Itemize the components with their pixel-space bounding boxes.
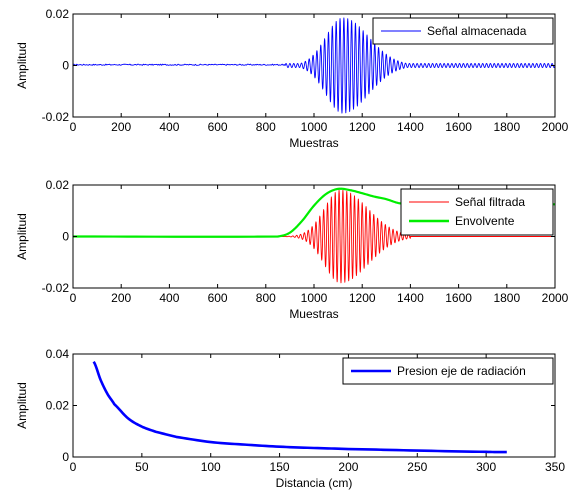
x-tick-label: 100 — [201, 460, 221, 474]
x-tick-label: 1200 — [349, 291, 376, 305]
x-tick-label: 600 — [208, 120, 228, 134]
x-axis-label: Muestras — [289, 307, 338, 321]
y-tick-label: -0.02 — [42, 110, 70, 124]
x-tick-label: 200 — [338, 460, 358, 474]
x-tick-label: 50 — [135, 460, 149, 474]
chart-2: 0 200 400 600 800 1000 1200 1400 1600 1800 2000 -0.… — [15, 178, 569, 321]
y-tick-label: 0.02 — [46, 7, 70, 21]
y-axis-label: Amplitud — [15, 213, 29, 260]
x-tick-label: 1800 — [493, 291, 520, 305]
y-tick-label: 0.02 — [46, 399, 70, 413]
legend: Presion eje de radiación — [342, 357, 554, 385]
y-tick-label: 0 — [62, 59, 69, 73]
y-axis-label: Amplitud — [15, 382, 29, 429]
series-line-2 — [73, 187, 555, 238]
x-tick-label: 1400 — [397, 291, 424, 305]
series-line-1 — [73, 17, 555, 114]
y-tick-label: 0.04 — [46, 347, 70, 361]
y-tick-label: 0.02 — [46, 178, 70, 192]
x-tick-label: 1400 — [397, 120, 424, 134]
x-tick-label: 0 — [70, 120, 77, 134]
x-tick-label: 400 — [159, 120, 179, 134]
x-tick-label: 2000 — [542, 120, 569, 134]
legend-box — [400, 188, 554, 236]
x-axis-label: Muestras — [289, 136, 338, 150]
x-tick-label: 600 — [208, 291, 228, 305]
x-tick-label: 1200 — [349, 120, 376, 134]
x-tick-label: 1000 — [301, 120, 328, 134]
legend-label: Presion eje de radiación — [397, 364, 526, 378]
x-tick-label: 350 — [545, 460, 565, 474]
x-tick-label: 0 — [70, 460, 77, 474]
x-tick-label: 200 — [111, 291, 131, 305]
x-tick-label: 150 — [270, 460, 290, 474]
data-layer — [73, 17, 555, 114]
y-axis-label: Amplitud — [15, 42, 29, 89]
legend-label: Señal filtrada — [455, 195, 525, 209]
legend-label: Envolvente — [455, 214, 515, 228]
legend: Señal filtrada Envolvente — [400, 188, 554, 236]
y-tick-label: 0 — [62, 230, 69, 244]
legend: Señal almacenada — [372, 17, 554, 45]
x-tick-label: 200 — [111, 120, 131, 134]
data-layer — [73, 187, 555, 284]
x-tick-label: 250 — [407, 460, 427, 474]
x-tick-label: 1600 — [445, 291, 472, 305]
x-tick-label: 1800 — [493, 120, 520, 134]
data-layer — [92, 361, 507, 454]
series-line-1 — [92, 361, 507, 454]
x-tick-label: 800 — [256, 120, 276, 134]
x-tick-label: 1000 — [301, 291, 328, 305]
x-tick-label: 800 — [256, 291, 276, 305]
series-line-1 — [73, 189, 555, 284]
x-axis-label: Distancia (cm) — [276, 476, 353, 490]
x-tick-label: 300 — [476, 460, 496, 474]
legend-label: Señal almacenada — [427, 24, 527, 38]
x-tick-label: 400 — [159, 291, 179, 305]
x-tick-label: 0 — [70, 291, 77, 305]
x-tick-label: 2000 — [542, 291, 569, 305]
y-tick-label: -0.02 — [42, 281, 70, 295]
y-tick-label: 0 — [62, 450, 69, 464]
chart-3: 0 50 100 150 200 250 300 350 0 0.02 0.04 Distancia … — [15, 347, 565, 490]
chart-1: 0 200 400 600 800 1000 1200 1400 1600 1800 2000 -0.… — [15, 7, 569, 150]
x-tick-label: 1600 — [445, 120, 472, 134]
